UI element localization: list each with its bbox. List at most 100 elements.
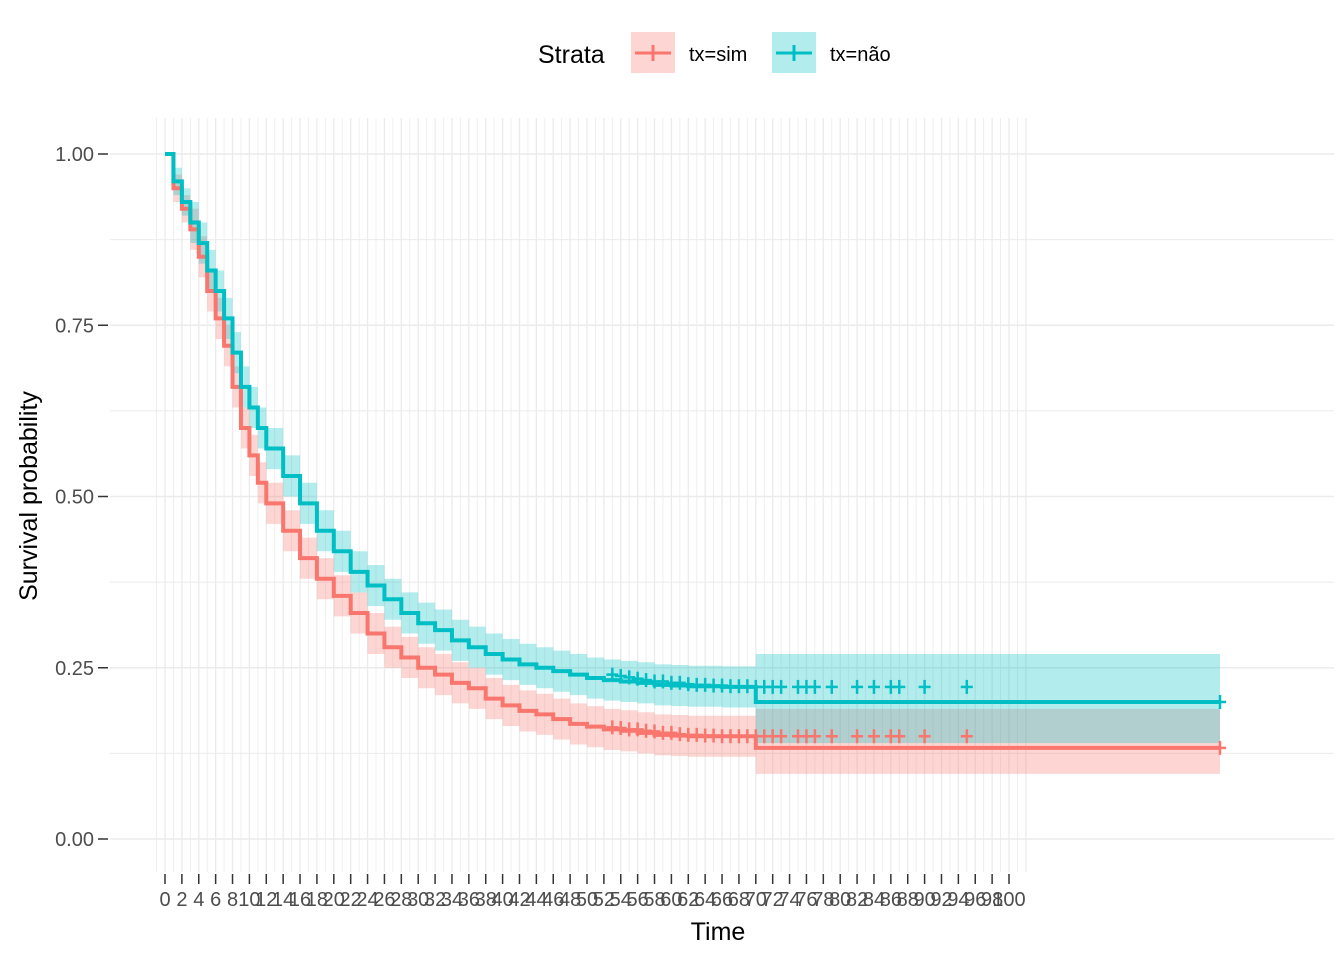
x-tick-label: 56	[627, 889, 649, 911]
censor-mark-nao	[656, 674, 669, 689]
legend-item-nao: tx=não	[772, 32, 891, 73]
x-tick-label: 18	[306, 889, 328, 911]
x-tick-label: 76	[795, 889, 817, 911]
censor-mark-nao	[1214, 695, 1226, 709]
x-tick-label: 0	[159, 889, 170, 911]
x-tick-label: 94	[947, 889, 969, 911]
x-tick-label: 16	[289, 889, 311, 911]
x-tick-label: 52	[593, 889, 615, 911]
x-tick-label: 8	[227, 889, 238, 911]
x-tick-label: 22	[340, 889, 362, 911]
x-tick-label: 32	[424, 889, 446, 911]
x-tick-label: 88	[897, 889, 919, 911]
censor-mark-sim	[867, 729, 880, 744]
y-tick-label: 0.50	[55, 487, 94, 509]
x-tick-label: 64	[694, 889, 716, 911]
x-tick-label: 30	[407, 889, 429, 911]
x-tick-label: 14	[272, 889, 294, 911]
censor-mark-sim	[775, 729, 788, 744]
censor-mark-nao	[640, 673, 653, 688]
confidence-bands	[165, 154, 1220, 774]
x-tick-label: 98	[981, 889, 1003, 911]
x-tick-label: 78	[812, 889, 834, 911]
x-tick-label: 60	[660, 889, 682, 911]
censor-mark-sim	[918, 729, 931, 744]
x-tick-label: 44	[525, 889, 547, 911]
censor-mark-sim	[851, 729, 864, 744]
x-tick-label: 48	[559, 889, 581, 911]
censor-mark-sim	[960, 729, 973, 744]
x-tick-label: 28	[390, 889, 412, 911]
x-tick-label: 36	[458, 889, 480, 911]
x-tick-label: 96	[964, 889, 986, 911]
x-tick-label: 4	[193, 889, 204, 911]
survival-line-sim	[165, 152, 1220, 750]
x-tick-label: 2	[176, 889, 187, 911]
censor-mark-nao	[867, 679, 880, 694]
censor-mark-sim	[893, 729, 906, 744]
x-axis-title: Time	[691, 918, 746, 946]
censor-marks	[606, 667, 1226, 755]
censor-mark-nao	[623, 670, 636, 685]
x-tick-label: 58	[643, 889, 665, 911]
legend-label-sim: tx=sim	[689, 44, 747, 66]
x-tick-label: 68	[728, 889, 750, 911]
x-tick-label: 86	[880, 889, 902, 911]
x-tick-label: 74	[778, 889, 800, 911]
confidence-band-nao	[165, 154, 1220, 744]
survival-line-nao	[165, 152, 1220, 704]
censor-mark-nao	[631, 671, 644, 686]
censor-mark-nao	[960, 679, 973, 694]
confidence-band-sim	[165, 154, 1220, 774]
censor-mark-nao	[851, 679, 864, 694]
legend-item-sim: tx=sim	[631, 32, 747, 73]
censor-mark-nao	[893, 679, 906, 694]
x-tick-label: 92	[930, 889, 952, 911]
censor-mark-sim	[648, 724, 661, 739]
censor-mark-sim	[808, 729, 821, 744]
censor-mark-nao	[825, 679, 838, 694]
x-tick-label: 26	[373, 889, 395, 911]
x-tick-label: 40	[491, 889, 513, 911]
x-tick-label: 46	[542, 889, 564, 911]
y-axis-title: Survival probability	[15, 391, 43, 601]
x-tick-label: 42	[508, 889, 530, 911]
x-tick-label: 82	[846, 889, 868, 911]
censor-mark-sim	[1214, 740, 1226, 755]
x-tick-label: 72	[762, 889, 784, 911]
y-tick-label: 0.00	[55, 829, 94, 851]
legend-label-nao: tx=não	[830, 44, 891, 66]
censor-mark-nao	[673, 675, 686, 690]
censor-mark-nao	[614, 668, 627, 683]
y-tick-label: 1.00	[55, 144, 94, 166]
censor-mark-sim	[614, 721, 627, 736]
censor-mark-sim	[825, 729, 838, 744]
x-tick-label: 66	[711, 889, 733, 911]
x-tick-label: 100	[992, 889, 1025, 911]
y-tick-label: 0.25	[55, 658, 94, 680]
legend-title: Strata	[538, 41, 605, 69]
censor-mark-nao	[606, 667, 619, 682]
x-tick-label: 12	[255, 889, 277, 911]
x-tick-label: 70	[745, 889, 767, 911]
censor-mark-nao	[918, 679, 931, 694]
x-tick-label: 24	[356, 889, 378, 911]
censor-mark-sim	[631, 722, 644, 737]
legend: Strata tx=sim tx=não	[538, 32, 891, 73]
x-axis: 0 2 4 6 8 10121416182022242628303234363840424…	[159, 874, 1026, 911]
censor-mark-nao	[775, 679, 788, 694]
x-tick-label: 6	[210, 889, 221, 911]
x-tick-label: 80	[829, 889, 851, 911]
x-tick-label: 10	[238, 889, 260, 911]
censor-mark-sim	[665, 725, 678, 740]
x-tick-label: 20	[323, 889, 345, 911]
x-tick-label: 54	[610, 889, 632, 911]
x-tick-label: 84	[863, 889, 885, 911]
censor-mark-nao	[808, 679, 821, 694]
x-tick-label: 62	[677, 889, 699, 911]
x-tick-label: 90	[913, 889, 935, 911]
x-tick-label: 34	[441, 889, 463, 911]
x-tick-label: 38	[475, 889, 497, 911]
y-tick-label: 0.75	[55, 315, 94, 337]
